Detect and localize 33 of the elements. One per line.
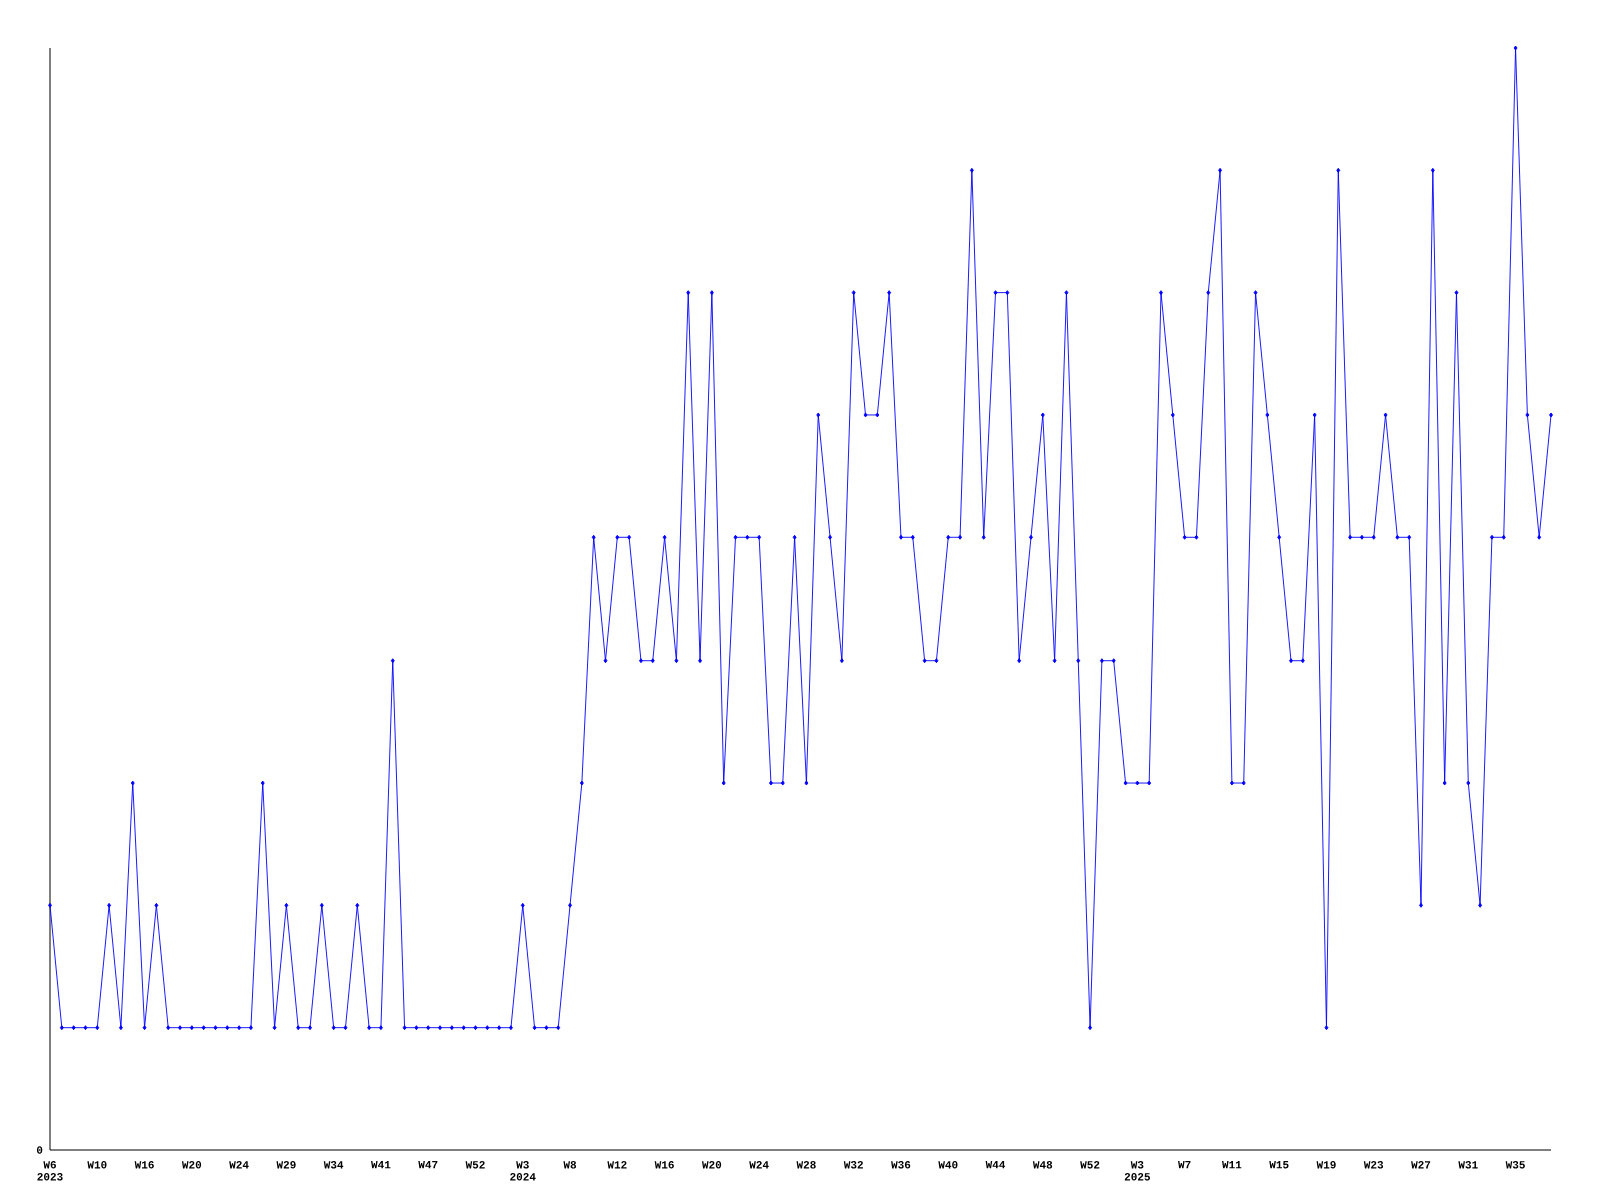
x-tick-label: W20: [701, 1161, 722, 1169]
x-tick-label: W52: [465, 1161, 485, 1169]
x-tick-label: W44: [985, 1161, 1006, 1169]
x-tick-label: W12: [607, 1161, 627, 1169]
x-tick-label: W7: [1178, 1161, 1191, 1169]
x-tick-label: W29: [276, 1161, 296, 1169]
x-tick-label: W16: [654, 1161, 674, 1169]
x-tick-label: W16: [134, 1161, 154, 1169]
x-tick-label: W11: [1222, 1161, 1242, 1169]
x-tick-label: W41: [371, 1161, 391, 1169]
x-tick-label: W31: [1458, 1161, 1478, 1169]
x-tick-label: W8: [563, 1161, 577, 1169]
x-tick-label: W6 2023: [37, 1161, 63, 1181]
x-tick-label: W27: [1411, 1161, 1431, 1169]
x-tick-label: W20: [181, 1161, 202, 1169]
x-tick-label: W34: [323, 1161, 344, 1169]
x-tick-label: W36: [891, 1161, 911, 1169]
x-tick-label: W23: [1363, 1161, 1384, 1169]
x-tick-label: W24: [229, 1161, 249, 1169]
x-tick-label: W48: [1032, 1161, 1053, 1169]
x-tick-label: W28: [796, 1161, 816, 1169]
x-tick-label: W47: [418, 1161, 438, 1169]
x-tick-label: W3 2024: [510, 1161, 536, 1181]
x-tick-label: W24: [749, 1161, 769, 1169]
x-tick-label: W3 2025: [1124, 1161, 1150, 1181]
x-tick-label: W35: [1505, 1161, 1525, 1169]
x-tick-label: W10: [87, 1161, 107, 1169]
x-tick-label: W32: [843, 1161, 863, 1169]
x-tick-label: W19: [1316, 1161, 1336, 1169]
text: 0: [36, 1146, 43, 1154]
x-tick-label: W40: [938, 1161, 958, 1169]
x-tick-label: W52: [1080, 1161, 1100, 1169]
x-tick-label: W15: [1269, 1161, 1289, 1169]
